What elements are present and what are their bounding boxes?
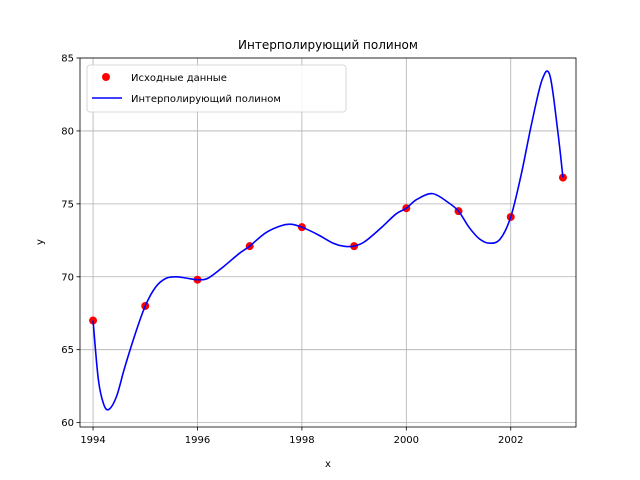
legend-marker-points <box>102 73 110 81</box>
plot-frame <box>79 57 577 428</box>
y-tick-label: 85 <box>61 54 74 65</box>
x-tick-label: 1996 <box>185 435 210 446</box>
series-layer <box>89 70 567 411</box>
y-tick-label: 65 <box>61 345 74 356</box>
data-point <box>89 316 98 325</box>
chart-title: Интерполирующий полином <box>238 38 418 52</box>
legend: Исходные данные Интерполирующий полином <box>86 64 347 113</box>
legend-box <box>86 64 347 113</box>
y-axis-label: y <box>35 239 46 245</box>
y-tick-label: 80 <box>61 126 74 137</box>
x-tick-label: 1994 <box>80 435 105 446</box>
y-tick-label: 60 <box>61 418 74 429</box>
legend-label-line: Интерполирующий полином <box>131 94 281 105</box>
x-tick-label: 2002 <box>498 435 523 446</box>
legend-label-points: Исходные данные <box>131 73 227 84</box>
y-tick-label: 70 <box>61 272 74 283</box>
x-axis-label: x <box>325 459 331 470</box>
x-tick-label: 2000 <box>394 435 419 446</box>
interpolating-polynomial-line <box>92 70 564 411</box>
ticks: 1994 1996 1998 2000 2002 60 65 70 75 80 85 <box>61 54 523 447</box>
x-tick-label: 1998 <box>289 435 314 446</box>
y-tick-label: 75 <box>61 199 74 210</box>
